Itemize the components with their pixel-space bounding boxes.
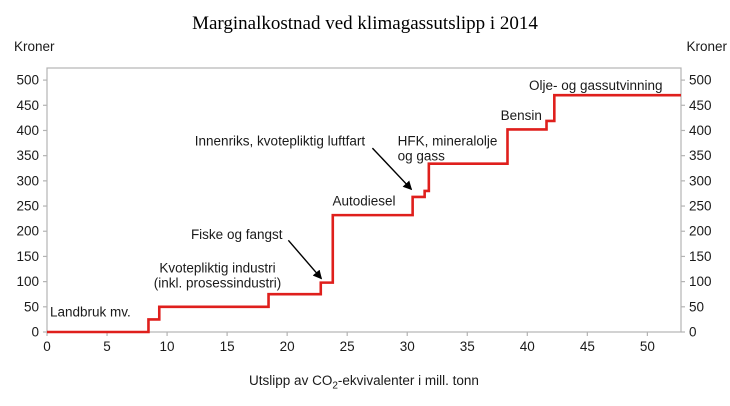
x-tick-label: 0 (43, 339, 51, 354)
x-tick-label: 40 (520, 339, 535, 354)
y-axis-ticks: 0 0 50 50 100 100 150 150 200 200 250 250 300 300 350 3… (16, 73, 711, 340)
y-tick-label-left: 500 (16, 73, 39, 88)
y-tick-label-left: 300 (16, 173, 39, 188)
plot-border (46, 67, 682, 333)
arrow-innenriks-luftfart (371, 147, 413, 191)
y-axis-unit-right: Kroner (686, 39, 727, 54)
x-tick-label: 10 (160, 339, 175, 354)
y-tick-label-right: 150 (689, 249, 712, 264)
x-axis-ticks: 0 5 10 15 20 25 30 35 40 45 50 (43, 332, 655, 354)
y-tick-label-right: 0 (689, 325, 697, 340)
x-axis-title-post: -ekvivalenter i mill. tonn (337, 373, 479, 388)
x-axis-title-sub: 2 (332, 380, 338, 392)
y-tick-label-right: 500 (689, 73, 712, 88)
y-tick-label-right: 400 (689, 123, 712, 138)
label-olje-gassutvinning: Olje- og gassutvinning (529, 78, 663, 93)
x-axis-title: Utslipp av CO2-ekvivalenter i mill. tonn (47, 373, 681, 392)
y-tick-label-right: 50 (689, 299, 704, 314)
x-tick-label: 30 (400, 339, 415, 354)
y-tick-label-left: 450 (16, 98, 39, 113)
label-fiske-og-fangst: Fiske og fangst (191, 227, 283, 242)
y-tick-label-right: 100 (689, 274, 712, 289)
x-tick-label: 25 (340, 339, 355, 354)
x-tick-label: 20 (280, 339, 295, 354)
label-landbruk: Landbruk mv. (50, 304, 131, 319)
y-tick-label-right: 450 (689, 98, 712, 113)
x-tick-label: 15 (220, 339, 235, 354)
x-tick-label: 50 (640, 339, 655, 354)
y-tick-label-right: 250 (689, 199, 712, 214)
x-axis-title-pre: Utslipp av CO (249, 373, 333, 388)
x-tick-label: 45 (580, 339, 595, 354)
label-bensin: Bensin (501, 108, 542, 123)
y-tick-label-right: 300 (689, 173, 712, 188)
y-tick-label-left: 0 (31, 325, 39, 340)
x-tick-label: 5 (103, 339, 111, 354)
y-tick-label-right: 200 (689, 224, 712, 239)
label-autodiesel: Autodiesel (332, 194, 395, 209)
x-tick-label: 35 (460, 339, 475, 354)
y-tick-label-left: 250 (16, 199, 39, 214)
y-tick-label-right: 350 (689, 148, 712, 163)
y-tick-label-left: 350 (16, 148, 39, 163)
y-tick-label-left: 200 (16, 224, 39, 239)
label-innenriks-luftfart: Innenriks, kvotepliktig luftfart (195, 134, 366, 149)
y-tick-label-left: 50 (24, 299, 39, 314)
label-hfk-mineralolje-gass: HFK, mineralolje og gass (398, 134, 498, 164)
y-tick-label-left: 150 (16, 249, 39, 264)
chart-title: Marginalkostnad ved klimagassutslipp i 2… (192, 13, 538, 34)
y-tick-label-left: 400 (16, 123, 39, 138)
label-kvotepliktig-industri: Kvotepliktig industri (inkl. prosessindus… (154, 261, 282, 291)
arrow-fiske-og-fangst (287, 239, 323, 280)
y-tick-label-left: 100 (16, 274, 39, 289)
y-axis-unit-left: Kroner (14, 39, 55, 54)
marginal-cost-step-line (47, 93, 681, 334)
